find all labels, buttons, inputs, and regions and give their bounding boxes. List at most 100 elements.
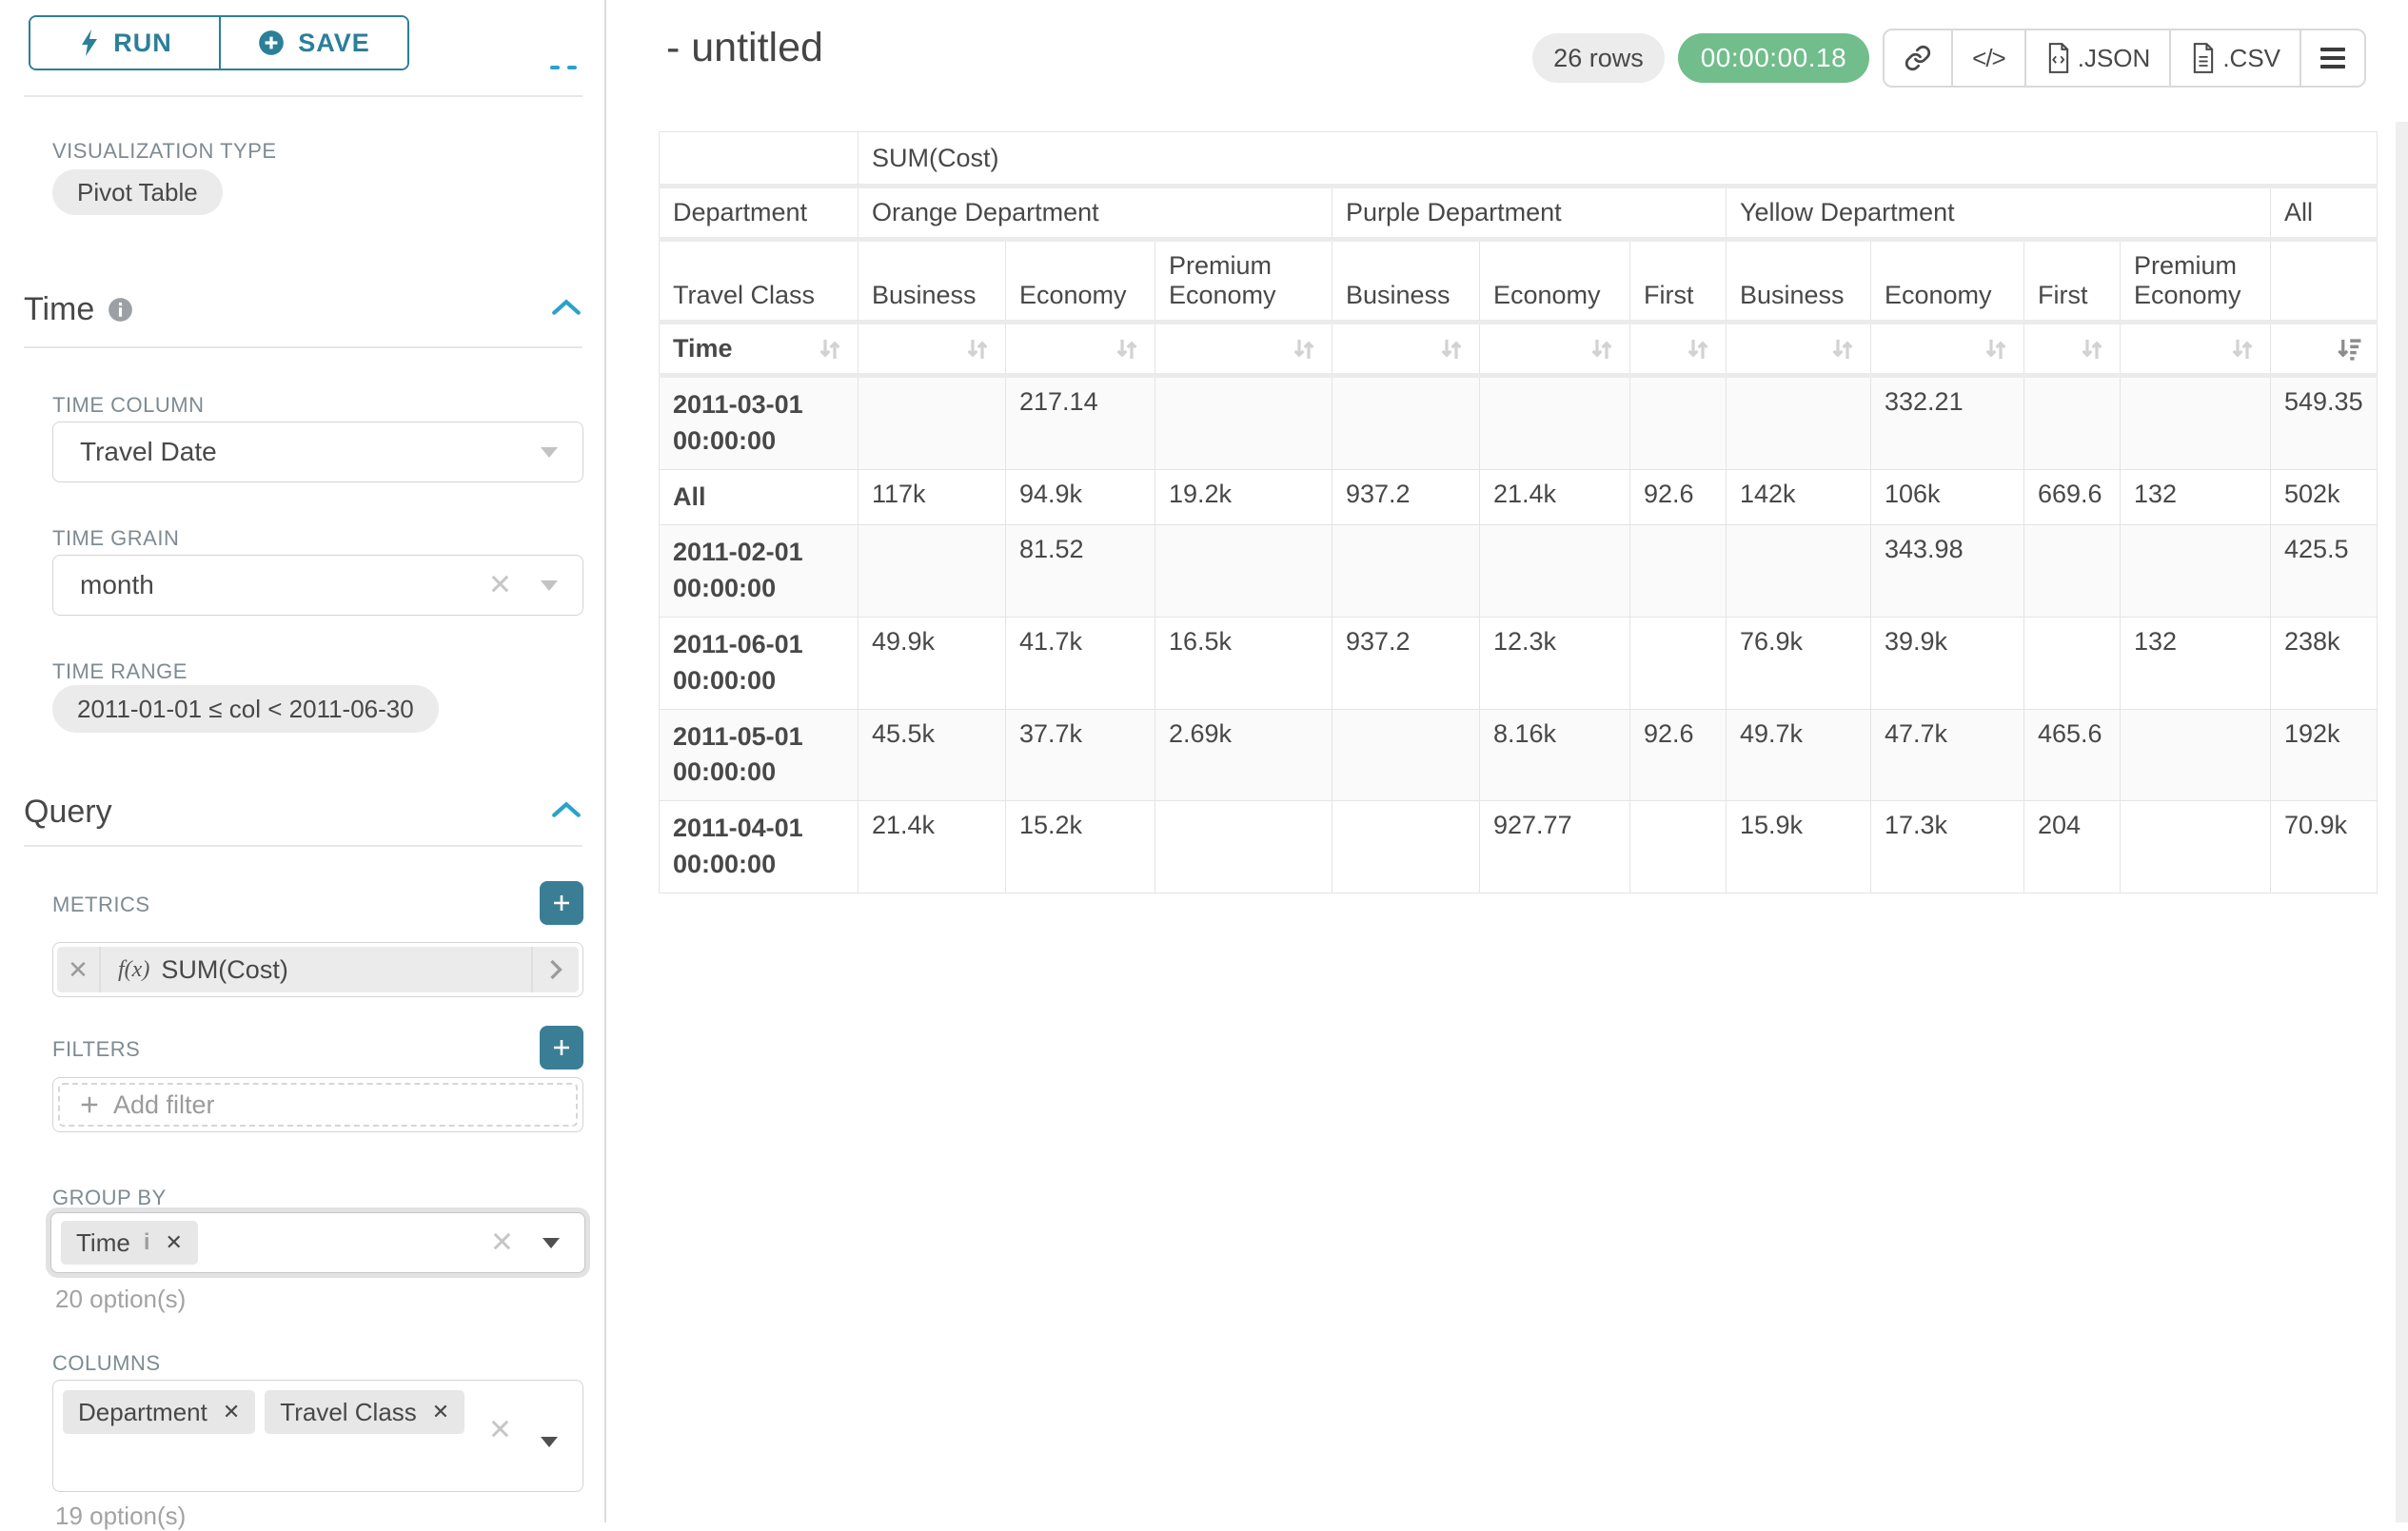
pivot-value-cell: 8.16k xyxy=(1479,708,1630,802)
pivot-value-cell: 549.35 xyxy=(2270,375,2378,470)
time-grain-select[interactable]: month ✕ xyxy=(52,555,583,616)
pivot-value-cell: 81.52 xyxy=(1005,524,1155,618)
pivot-value-cell: 2.69k xyxy=(1155,708,1332,802)
group-by-label: GROUP BY xyxy=(52,1186,167,1209)
scrollbar-track[interactable] xyxy=(2396,122,2408,1522)
time-range-pill[interactable]: 2011-01-01 ≤ col < 2011-06-30 xyxy=(52,685,439,733)
columns-chip[interactable]: Department ✕ xyxy=(63,1390,256,1434)
more-options-button[interactable] xyxy=(2299,30,2364,86)
remove-chip-icon[interactable]: ✕ xyxy=(431,1400,450,1423)
columns-select[interactable]: Department ✕ Travel Class ✕ ✕ xyxy=(52,1380,583,1492)
table-row: 2011-02-01 00:00:00 81.52 343.98 425.5 xyxy=(659,524,2378,618)
section-divider xyxy=(24,346,582,348)
pivot-value-cell xyxy=(1332,708,1480,802)
pivot-value-cell: 132 xyxy=(2120,616,2271,710)
pivot-value-cell: 332.21 xyxy=(1870,375,2024,470)
clear-icon[interactable]: ✕ xyxy=(487,1414,512,1446)
department-group-header: Orange Department xyxy=(858,186,1332,242)
sort-icon[interactable] xyxy=(1684,335,1712,363)
col-dimension-header: Travel Class xyxy=(659,239,859,324)
plus-circle-icon xyxy=(259,30,285,55)
collapse-chevron-up-icon[interactable] xyxy=(550,799,582,820)
add-filter-button[interactable]: Add filter xyxy=(58,1083,578,1127)
sort-icon[interactable] xyxy=(816,335,844,363)
metric-chip[interactable]: ✕ f(x) SUM(Cost) xyxy=(57,947,579,992)
collapse-chevron-up-icon[interactable] xyxy=(550,297,582,318)
link-icon xyxy=(1905,45,1931,71)
travel-class-header: Economy xyxy=(1005,239,1155,324)
viz-type-pill[interactable]: Pivot Table xyxy=(52,169,223,215)
pivot-value-cell xyxy=(2023,375,2121,470)
columns-chip[interactable]: Travel Class ✕ xyxy=(265,1390,465,1434)
clear-icon[interactable]: ✕ xyxy=(489,1227,514,1259)
chip-label: Department xyxy=(78,1397,207,1426)
pivot-value-cell xyxy=(1155,524,1332,618)
table-row: 2011-03-01 00:00:00 217.14 332.21 549.35 xyxy=(659,375,2378,470)
chart-title[interactable]: - untitled xyxy=(666,25,823,70)
sort-icon[interactable] xyxy=(2228,335,2257,363)
sort-icon[interactable] xyxy=(1290,335,1318,363)
pivot-value-cell: 15.2k xyxy=(1005,800,1155,893)
pivot-value-cell: 17.3k xyxy=(1870,800,2024,893)
pivot-value-cell xyxy=(1155,375,1332,470)
travel-class-header: Business xyxy=(858,239,1006,324)
sort-icon[interactable] xyxy=(1982,335,2010,363)
add-metric-button[interactable] xyxy=(540,881,583,925)
export-json-button[interactable]: .JSON xyxy=(2023,30,2170,86)
section-divider xyxy=(24,845,582,847)
query-timer-badge: 00:00:00.18 xyxy=(1677,33,1870,83)
metric-expand-chevron-icon[interactable] xyxy=(531,947,579,992)
sort-header-cell xyxy=(858,322,1006,378)
sort-icon[interactable] xyxy=(963,335,992,363)
table-row: 2011-05-01 00:00:00 45.5k 37.7k 2.69k 8.16k 9… xyxy=(659,708,2378,802)
run-button[interactable]: RUN xyxy=(30,17,219,69)
pivot-table-container: SUM(Cost) Department Orange Department Purp… xyxy=(659,131,2378,893)
time-column-value: Travel Date xyxy=(80,437,217,466)
row-label: 2011-03-01 00:00:00 xyxy=(659,375,859,470)
chip-label: Travel Class xyxy=(280,1397,417,1426)
clear-icon[interactable]: ✕ xyxy=(487,569,512,601)
function-icon: f(x) xyxy=(118,956,150,982)
remove-chip-icon[interactable]: ✕ xyxy=(165,1230,183,1254)
remove-chip-icon[interactable]: ✕ xyxy=(222,1400,241,1423)
travel-class-header xyxy=(2270,239,2378,324)
sort-icon[interactable] xyxy=(1437,335,1466,363)
pivot-value-cell xyxy=(1332,524,1480,618)
sort-icon[interactable] xyxy=(1113,335,1141,363)
pivot-value-cell xyxy=(1629,375,1727,470)
group-by-select[interactable]: Time i ✕ ✕ xyxy=(50,1212,585,1273)
travel-class-header: First xyxy=(1629,239,1727,324)
sort-header-cell xyxy=(2023,322,2121,378)
copy-link-button[interactable] xyxy=(1885,30,1952,86)
view-query-button[interactable]: </> xyxy=(1951,30,2024,86)
pivot-value-cell xyxy=(1479,375,1630,470)
time-column-select[interactable]: Travel Date xyxy=(52,422,583,482)
export-csv-button[interactable]: .CSV xyxy=(2169,30,2299,86)
chart-type-caret-tip xyxy=(550,66,560,69)
chevron-down-icon xyxy=(541,1437,558,1447)
add-filter-plus-button[interactable] xyxy=(540,1026,583,1070)
pivot-value-cell: 94.9k xyxy=(1005,468,1155,526)
sort-icon[interactable] xyxy=(1828,335,1857,363)
query-section-heading[interactable]: Query xyxy=(24,794,112,831)
sort-descending-icon[interactable] xyxy=(2335,335,2363,363)
control-panel: Chart Type RUN SAVE VISUALIZATION TYPE P… xyxy=(0,0,606,1530)
pivot-value-cell: 132 xyxy=(2120,468,2271,526)
remove-metric-icon[interactable]: ✕ xyxy=(57,947,101,992)
sort-icon[interactable] xyxy=(1588,335,1616,363)
row-label: All xyxy=(659,468,859,526)
group-by-chip[interactable]: Time i ✕ xyxy=(61,1221,198,1265)
pivot-value-cell: 16.5k xyxy=(1155,616,1332,710)
sort-icon[interactable] xyxy=(2078,335,2106,363)
plus-icon xyxy=(81,1096,98,1113)
row-label: 2011-04-01 00:00:00 xyxy=(659,800,859,893)
pivot-value-cell: 343.98 xyxy=(1870,524,2024,618)
pivot-value-cell xyxy=(2120,800,2271,893)
pivot-value-cell: 19.2k xyxy=(1155,468,1332,526)
pivot-table: SUM(Cost) Department Orange Department Purp… xyxy=(659,131,2378,893)
time-section-label: Time xyxy=(24,291,95,327)
columns-options-hint: 19 option(s) xyxy=(55,1502,187,1530)
time-section-heading[interactable]: Time xyxy=(24,291,133,328)
save-button[interactable]: SAVE xyxy=(219,17,407,69)
pivot-value-cell: 49.9k xyxy=(858,616,1006,710)
